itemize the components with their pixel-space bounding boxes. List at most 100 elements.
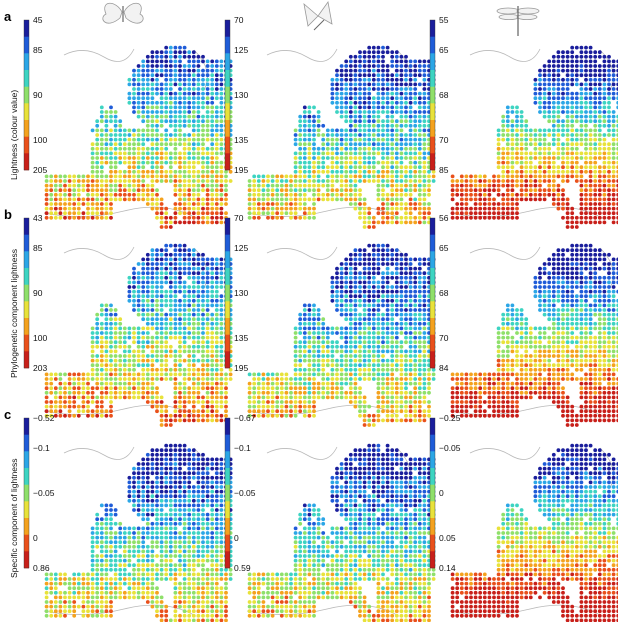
map-dot [145,354,150,358]
map-dot [381,317,385,322]
map-dot [459,174,464,179]
map-dot [81,390,86,395]
map-dot [348,91,353,96]
map-dot [579,96,584,101]
map-dot [417,64,422,68]
map-dot [607,64,611,68]
map-dot [510,128,515,133]
map-dot [191,151,196,156]
map-dot [173,377,178,381]
map-dot [404,303,408,308]
map-dot [173,160,178,165]
map-dot [168,54,173,59]
map-dot [67,197,72,202]
map-dot [164,363,169,368]
map-dot [381,294,385,299]
map-dot [205,331,210,335]
map-dot [561,54,565,59]
map-dot [607,128,611,133]
map-dot [348,137,353,142]
map-dot [348,358,353,363]
map-dot [136,372,141,377]
map-dot [344,312,349,317]
map-dot [173,349,178,354]
map-dot [164,418,169,423]
map-dot [72,413,77,418]
map-dot [565,133,570,137]
map-dot [417,179,422,183]
map-dot [109,372,113,377]
map-dot [118,169,123,174]
map-dot [417,354,422,358]
map-dot [584,133,588,137]
map-dot [565,156,570,160]
map-dot [565,87,570,91]
map-dot [408,266,413,271]
map-dot [353,114,358,119]
map-dot [266,211,270,216]
map-dot [155,262,159,266]
map-dot [210,363,215,368]
map-dot [312,156,316,160]
map-dot [136,285,141,289]
map-dot [551,73,556,78]
map-dot [118,377,123,381]
map-dot [205,266,210,271]
map-dot [168,280,173,285]
map-dot [339,271,344,276]
map-dot [593,73,598,78]
map-dot [312,326,316,331]
map-dot [422,91,427,96]
map-dot [501,211,506,216]
map-dot [205,123,210,128]
map-dot [408,169,413,174]
map-dot [422,100,427,105]
map-dot [422,183,427,188]
map-dot [302,367,307,372]
map-dot [602,87,607,91]
map-dot [302,321,307,326]
map-dot [611,114,616,119]
map-dot [339,377,344,381]
map-dot [339,349,344,354]
map-dot [362,289,367,294]
map-dot [611,160,616,165]
map-dot [284,206,289,211]
map-dot [49,174,54,179]
map-dot [196,73,201,78]
map-dot [417,202,422,206]
map-dot [201,326,205,331]
map-dot [515,110,519,114]
map-dot [210,294,215,299]
map-dot [76,197,81,202]
map-dot [422,358,427,363]
map-dot [348,73,353,78]
map-dot [362,372,367,377]
map-dot [348,349,353,354]
map-dot [408,142,413,147]
map-dot [394,248,399,253]
map-dot [597,82,602,87]
map-dot [63,400,67,404]
map-dot [455,211,460,216]
map-dot [394,128,399,133]
map-dot [316,386,321,391]
map-dot [159,202,164,206]
map-dot [611,73,616,78]
map-dot [561,197,565,202]
map-dot [408,280,413,285]
map-dot [58,381,63,386]
map-dot [362,298,367,303]
map-dot [362,248,367,253]
map-dot [417,188,422,193]
map-dot [136,298,141,303]
map-dot [201,105,205,110]
map-dot [417,165,422,170]
map-dot [136,275,141,280]
map-dot [492,211,496,216]
map-dot [279,386,284,391]
map-dot [385,50,390,55]
map-dot [561,91,565,96]
map-dot [284,202,289,206]
map-dot [302,197,307,202]
